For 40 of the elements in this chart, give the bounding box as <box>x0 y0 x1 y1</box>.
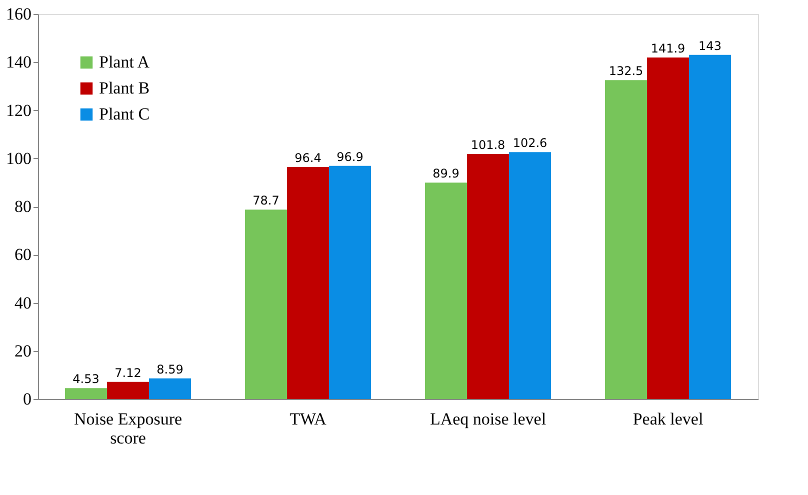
legend-label: Plant B <box>99 78 150 98</box>
data-label: 101.8 <box>470 138 506 152</box>
y-tick-label: 160 <box>6 4 32 24</box>
data-label: 102.6 <box>512 136 548 150</box>
bar <box>689 54 731 399</box>
data-label: 89.9 <box>432 166 460 181</box>
data-label: 4.53 <box>72 372 100 386</box>
legend-label: Plant A <box>99 52 150 72</box>
bar <box>65 388 107 399</box>
bar <box>647 58 689 399</box>
data-label: 132.5 <box>608 64 644 78</box>
legend-label: Plant C <box>99 104 150 124</box>
bar <box>509 152 551 399</box>
bar <box>245 210 287 399</box>
y-tick-label: 120 <box>6 100 32 120</box>
data-label: 7.12 <box>114 366 142 380</box>
data-label: 96.4 <box>294 151 322 166</box>
data-label: 78.7 <box>252 194 280 208</box>
bar <box>149 378 191 399</box>
y-tick-label: 80 <box>14 197 32 216</box>
data-label: 96.9 <box>336 150 364 164</box>
y-tick-label: 100 <box>6 148 32 168</box>
bar <box>287 167 329 399</box>
y-tick-label: 60 <box>14 245 32 264</box>
y-tick-label: 140 <box>6 52 32 72</box>
y-tick-label: 0 <box>23 390 32 408</box>
bar <box>329 166 371 399</box>
bar <box>467 154 509 399</box>
data-label: 8.59 <box>156 362 184 376</box>
x-tick-label: TWA <box>290 410 328 428</box>
y-tick-label: 40 <box>14 293 32 312</box>
bar <box>425 182 467 399</box>
y-tick-label: 20 <box>14 341 32 360</box>
x-tick-label: Peak level <box>632 410 704 428</box>
data-label: 143 <box>698 38 722 53</box>
bar <box>107 382 149 399</box>
x-tick-label: Noise Exposure score <box>74 410 182 448</box>
x-tick-label: LAeq noise level <box>430 410 546 428</box>
data-label: 141.9 <box>650 42 686 56</box>
bar <box>605 80 647 399</box>
